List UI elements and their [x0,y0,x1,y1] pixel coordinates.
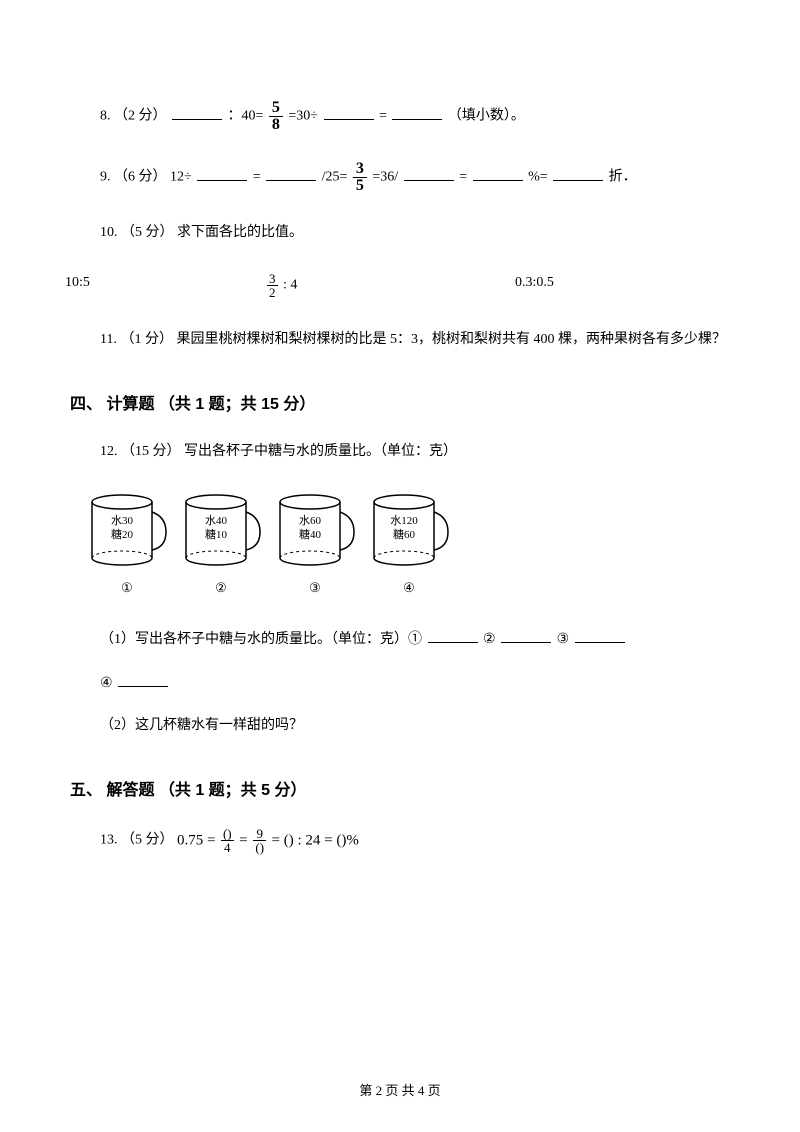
numerator: 3 [353,161,367,178]
question-11: 11. （1 分） 果园里桃树棵树和梨树棵树的比是 5：3，桃树和梨树共有 40… [70,329,730,351]
text: 折． [609,170,637,185]
page-footer: 第 2 页 共 4 页 [0,1081,800,1102]
cup-index: ② [215,578,227,599]
text: = [379,108,387,123]
q-number: 13. [100,833,118,848]
section-4-title: 四、 计算题 （共 1 题；共 15 分） [70,392,730,418]
svg-text:水60: 水60 [299,514,321,527]
blank[interactable] [575,627,625,643]
q-points: （5 分） [121,833,174,848]
blank[interactable] [392,104,442,120]
cup-icon: 水40 糖10 [180,492,262,572]
cup-3: 水60 糖40 ③ [274,492,356,599]
blank[interactable] [324,104,374,120]
fraction-3-2: 3 2 [267,272,278,299]
cup-4: 水120 糖60 ④ [368,492,450,599]
q-number: 8. [100,109,111,124]
section-5-title: 五、 解答题 （共 1 题；共 5 分） [70,778,730,804]
svg-text:糖60: 糖60 [393,527,415,541]
cup-1: 水30 糖20 ① [86,492,168,599]
q-number: 10. [100,225,118,240]
cup-icon: 水30 糖20 [86,492,168,572]
cups-illustration: 水30 糖20 ① 水40 糖10 ② [86,492,730,599]
ratio-examples: 10:5 3 2 : 4 0.3:0.5 [65,272,730,299]
denominator: 5 [353,178,367,194]
svg-text:水30: 水30 [111,514,133,527]
question-12: 12. （15 分） 写出各杯子中糖与水的质量比。（单位：克） [70,441,730,463]
q-points: （2 分） [114,109,167,124]
q-points: （1 分） [120,332,173,347]
numerator: 3 [267,272,278,286]
text: ：40= [228,108,264,123]
text: =30÷ [288,108,318,123]
question-8: 8. （2 分） ：40= 5 8 =30÷ = （填小数）。 [70,100,730,133]
svg-text:水120: 水120 [390,514,418,527]
q-points: （6 分） [114,170,167,185]
equals: = [239,833,251,849]
blank[interactable] [501,627,551,643]
blank[interactable] [428,627,478,643]
q12-sub1-cont: ④ [70,671,730,695]
fraction-3-5: 3 5 [353,161,367,194]
q-number: 9. [100,170,111,185]
text: 求下面各比的比值。 [177,225,303,240]
svg-text:糖40: 糖40 [299,527,321,541]
denominator: 2 [267,286,278,299]
numerator: 9 [253,827,266,841]
text: 写出各杯子中糖与水的质量比。（单位：克） [184,444,457,459]
text: ② [483,632,496,647]
blank[interactable] [118,671,168,687]
denominator: 4 [221,841,234,854]
denominator: () [253,841,266,854]
numerator: () [221,827,234,841]
svg-text:糖10: 糖10 [205,527,227,541]
cup-index: ③ [309,578,321,599]
question-10: 10. （5 分） 求下面各比的比值。 [70,222,730,244]
fraction-9-blank: 9 () [253,827,266,854]
text: 果园里桃树棵树和梨树棵树的比是 5：3，桃树和梨树共有 400 棵，两种果树各有… [176,332,726,347]
text: （1）写出各杯子中糖与水的质量比。（单位：克）① [100,632,422,647]
blank[interactable] [404,165,454,181]
fraction-5-8: 5 8 [269,100,283,133]
ratio-3: 0.3:0.5 [515,272,554,299]
blank[interactable] [553,165,603,181]
svg-text:水40: 水40 [205,514,227,527]
denominator: 8 [269,117,283,133]
text: = () : 24 = ()% [272,833,359,849]
fraction-blank-4: () 4 [221,827,234,854]
ratio-1: 10:5 [65,272,265,299]
cup-index: ④ [403,578,415,599]
question-9: 9. （6 分） 12÷ = /25= 3 5 =36/ = %= 折． [70,161,730,194]
cup-index: ① [121,578,133,599]
cup-icon: 水60 糖40 [274,492,356,572]
text: : 4 [283,278,297,293]
page-content: 8. （2 分） ：40= 5 8 =30÷ = （填小数）。 9. （6 分）… [0,0,800,854]
text: = [253,169,261,184]
cup-icon: 水120 糖60 [368,492,450,572]
blank[interactable] [172,104,222,120]
text: = [459,169,467,184]
blank[interactable] [473,165,523,181]
text: ③ [557,632,570,647]
numerator: 5 [269,100,283,117]
cup-2: 水40 糖10 ② [180,492,262,599]
q-number: 11. [100,332,117,347]
text: %= [528,169,548,184]
text: （填小数）。 [448,109,525,124]
text: =36/ [372,169,398,184]
text: ④ [100,676,113,691]
q-number: 12. [100,444,118,459]
q12-sub1: （1）写出各杯子中糖与水的质量比。（单位：克）① ② ③ [70,627,730,651]
question-13: 13. （5 分） 0.75 = () 4 = 9 () = () : 24 =… [70,827,730,854]
blank[interactable] [266,165,316,181]
text: /25= [322,169,348,184]
text: 12÷ [170,169,192,184]
q-points: （15 分） [121,444,181,459]
q12-sub2: （2）这几杯糖水有一样甜的吗？ [70,715,730,737]
svg-text:糖20: 糖20 [111,527,133,541]
blank[interactable] [197,165,247,181]
q-points: （5 分） [121,225,174,240]
text: 0.75 = [177,833,215,849]
ratio-2: 3 2 : 4 [265,272,515,299]
